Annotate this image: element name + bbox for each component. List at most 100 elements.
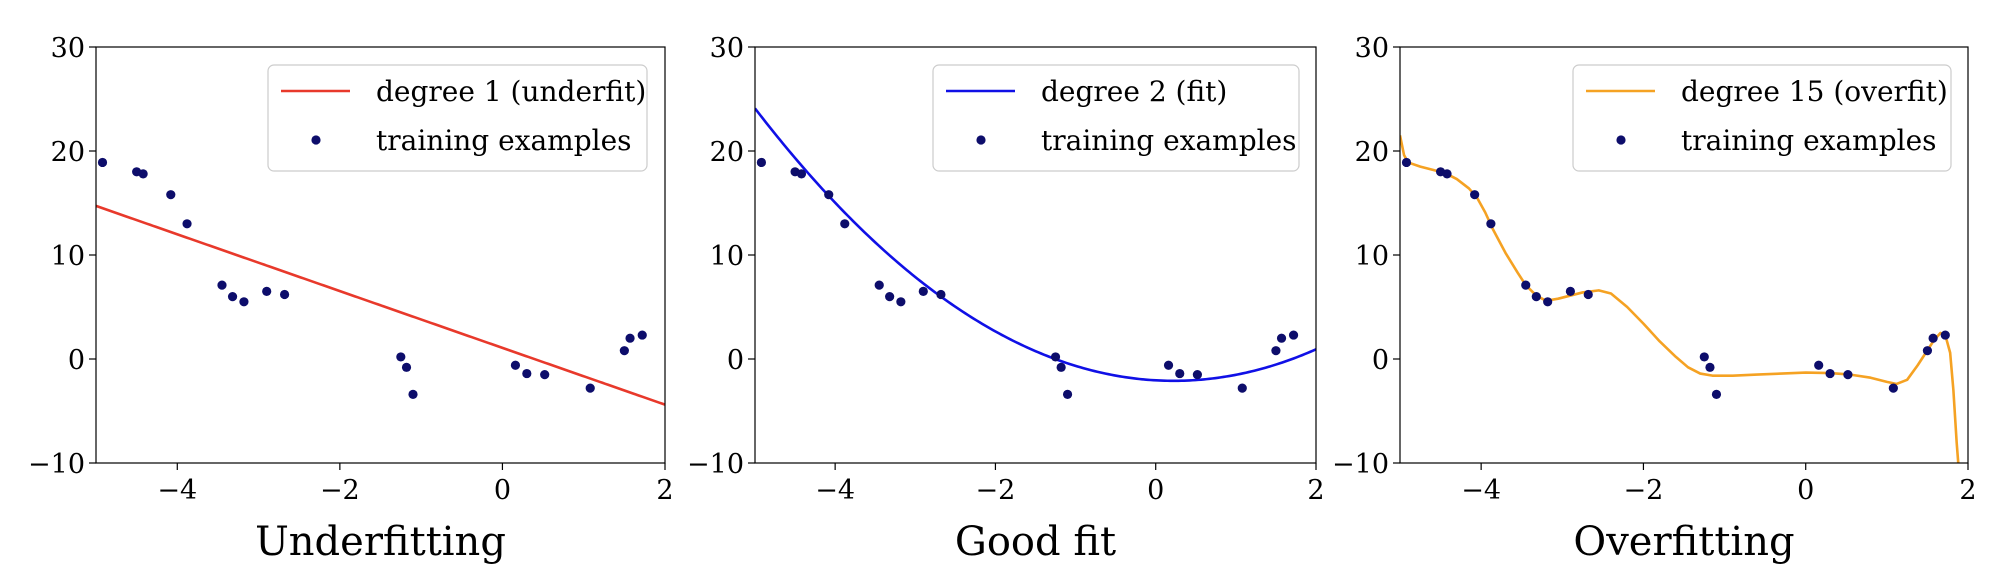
training-point bbox=[1705, 362, 1715, 372]
panel-title: Underfitting bbox=[255, 519, 506, 565]
training-point bbox=[625, 333, 635, 343]
training-point bbox=[1163, 360, 1174, 370]
x-tick-label: −2 bbox=[320, 475, 360, 506]
training-point bbox=[1922, 346, 1933, 356]
training-point bbox=[885, 292, 895, 302]
training-point bbox=[1843, 370, 1853, 380]
training-point bbox=[1442, 169, 1452, 179]
fit-line bbox=[755, 107, 1316, 383]
panel-title: Overfitting bbox=[1573, 519, 1794, 565]
x-tick-label: −2 bbox=[976, 475, 1016, 506]
training-point bbox=[585, 383, 595, 393]
legend-point-swatch bbox=[311, 135, 321, 145]
y-tick-label: 30 bbox=[1355, 33, 1389, 64]
training-point bbox=[756, 157, 767, 168]
training-point bbox=[522, 368, 532, 379]
legend-label-fit: degree 2 (fit) bbox=[1041, 75, 1227, 108]
x-tick-label: −4 bbox=[157, 475, 197, 506]
training-point bbox=[896, 297, 906, 307]
training-point bbox=[1401, 157, 1412, 168]
x-tick-label: −4 bbox=[815, 475, 855, 506]
legend-box bbox=[1572, 64, 1952, 172]
x-tick-label: 0 bbox=[1147, 475, 1164, 506]
training-point bbox=[824, 190, 834, 200]
legend-box bbox=[932, 64, 1300, 172]
y-tick-label: 0 bbox=[68, 345, 85, 376]
y-tick-label: 20 bbox=[710, 137, 744, 168]
training-point bbox=[1940, 330, 1950, 340]
panel-1: −4 −2 0 2 −10 0 10 20 30 Underfitting degree 1 (un… bbox=[28, 33, 674, 565]
training-point bbox=[918, 286, 928, 296]
legend-label-points: training examples bbox=[1681, 124, 1937, 157]
y-tick-label: 10 bbox=[710, 241, 744, 272]
training-point bbox=[510, 360, 521, 370]
training-point bbox=[1814, 360, 1824, 370]
legend-label-points: training examples bbox=[376, 124, 632, 157]
fit-line bbox=[96, 204, 665, 406]
training-point bbox=[1288, 330, 1299, 340]
x-tick-label: 2 bbox=[656, 475, 673, 506]
training-point bbox=[1825, 368, 1835, 379]
training-point bbox=[1888, 383, 1898, 393]
legend-point-swatch bbox=[1616, 135, 1626, 145]
training-point bbox=[637, 330, 647, 340]
training-point bbox=[166, 190, 176, 200]
y-tick-label: 30 bbox=[710, 33, 744, 64]
training-point bbox=[840, 219, 850, 229]
y-tick-label: −10 bbox=[1332, 449, 1389, 480]
training-point bbox=[1565, 286, 1575, 296]
x-tick-label: 0 bbox=[494, 475, 511, 506]
legend-label-fit: degree 1 (underfit) bbox=[376, 75, 646, 108]
training-point bbox=[279, 289, 290, 300]
y-tick-label: −10 bbox=[687, 449, 744, 480]
y-tick-label: 20 bbox=[51, 137, 85, 168]
training-point bbox=[396, 352, 406, 362]
y-tick-label: 0 bbox=[1372, 345, 1389, 376]
training-point bbox=[1486, 219, 1496, 229]
training-point bbox=[1237, 383, 1247, 393]
training-point bbox=[239, 297, 249, 307]
y-tick-label: 10 bbox=[51, 241, 85, 272]
fit-line bbox=[1400, 135, 1960, 463]
panel-2: −4 −2 0 2 −10 0 10 20 30 Good fit degree 2 (fit) tr… bbox=[687, 33, 1325, 565]
training-point bbox=[874, 280, 884, 290]
training-point bbox=[1470, 190, 1480, 200]
y-tick-label: 30 bbox=[51, 33, 85, 64]
training-point bbox=[97, 157, 108, 168]
panel-title: Good fit bbox=[955, 519, 1116, 565]
y-tick-label: 0 bbox=[727, 345, 744, 376]
training-point bbox=[1276, 333, 1287, 343]
panel-3: −4 −2 0 2 −10 0 10 20 30 Overfitting degree 15 (ov… bbox=[1332, 33, 1977, 565]
training-point bbox=[936, 289, 946, 300]
y-tick-label: 10 bbox=[1355, 241, 1389, 272]
legend-label-points: training examples bbox=[1041, 124, 1297, 157]
x-tick-label: 2 bbox=[1307, 475, 1324, 506]
legend-box bbox=[267, 64, 648, 172]
y-tick-label: 20 bbox=[1355, 137, 1389, 168]
training-point bbox=[401, 362, 412, 372]
x-tick-label: −2 bbox=[1624, 475, 1664, 506]
training-point bbox=[1543, 297, 1553, 307]
training-point bbox=[138, 169, 148, 179]
legend-label-fit: degree 15 (overfit) bbox=[1681, 75, 1948, 108]
training-point bbox=[182, 219, 192, 229]
training-point bbox=[1192, 370, 1202, 380]
training-point bbox=[1175, 368, 1185, 379]
training-point bbox=[796, 169, 807, 179]
y-tick-label: −10 bbox=[28, 449, 85, 480]
training-point bbox=[408, 389, 418, 399]
x-tick-label: 2 bbox=[1959, 475, 1976, 506]
training-point bbox=[540, 370, 550, 380]
training-point bbox=[1531, 292, 1541, 302]
training-point bbox=[1271, 346, 1281, 356]
training-point bbox=[1711, 389, 1722, 399]
training-point bbox=[1056, 362, 1066, 372]
training-point bbox=[227, 292, 238, 302]
x-tick-label: 0 bbox=[1797, 475, 1814, 506]
training-point bbox=[262, 286, 272, 296]
training-point bbox=[1062, 389, 1073, 399]
training-point bbox=[1521, 280, 1531, 290]
training-point bbox=[1050, 352, 1061, 362]
training-point bbox=[1699, 352, 1709, 362]
